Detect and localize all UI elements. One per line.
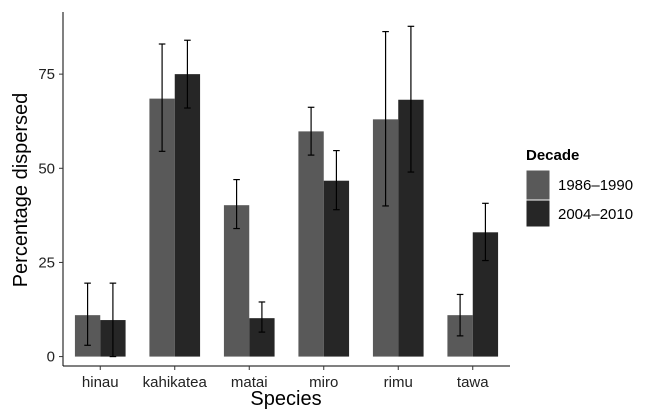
bar-kahikatea-2004-2010 <box>174 74 201 357</box>
x-tick-label-tawa: tawa <box>457 374 489 391</box>
x-ticks-layer: hinau kahikatea matai miro rimu tawa <box>82 366 489 391</box>
error-bar-hinau-2004-2010 <box>109 282 117 358</box>
x-tick-label-rimu: rimu <box>384 374 413 391</box>
error-bar-tawa-2004-2010 <box>482 202 489 262</box>
x-axis-title: Species <box>250 388 321 409</box>
legend-swatch-1986-1990 <box>525 169 551 201</box>
error-bar-matai-1986-1990 <box>233 178 240 230</box>
x-tick-label-kahikatea: kahikatea <box>143 374 208 391</box>
bar-miro-1986-1990 <box>298 131 324 357</box>
x-tick-label-hinau: hinau <box>82 374 119 391</box>
legend-label-2004-2010: 2004–2010 <box>558 206 633 223</box>
error-bar-rimu-2004-2010 <box>407 25 415 173</box>
axes-layer <box>62 12 510 367</box>
bar-matai-1986-1990 <box>223 205 250 357</box>
legend-swatch-2004-2010 <box>525 199 551 228</box>
error-bar-miro-2004-2010 <box>333 149 340 211</box>
y-tick-label-50: 50 <box>38 160 55 177</box>
error-bar-kahikatea-1986-1990 <box>158 43 166 152</box>
x-tick-label-miro: miro <box>309 374 338 391</box>
y-tick-label-25: 25 <box>38 254 55 271</box>
legend: Decade 1986–1990 2004–2010 <box>525 147 633 228</box>
legend-label-1986-1990: 1986–1990 <box>558 177 633 194</box>
error-bar-matai-2004-2010 <box>258 301 266 333</box>
y-axis-title: Percentage dispersed <box>10 93 32 288</box>
error-bar-rimu-1986-1990 <box>382 30 389 207</box>
error-bar-hinau-1986-1990 <box>84 282 91 346</box>
error-bar-kahikatea-2004-2010 <box>184 39 191 109</box>
bars-layer <box>74 74 499 357</box>
error-bar-miro-1986-1990 <box>307 106 315 156</box>
y-ticks-layer: 0 25 50 75 <box>38 66 63 366</box>
x-tick-label-matai: matai <box>231 374 268 391</box>
y-tick-label-75: 75 <box>38 66 55 83</box>
error-bar-tawa-1986-1990 <box>456 293 464 337</box>
legend-title: Decade <box>526 147 579 164</box>
y-tick-label-0: 0 <box>47 349 55 366</box>
error-bars-layer <box>84 25 489 358</box>
